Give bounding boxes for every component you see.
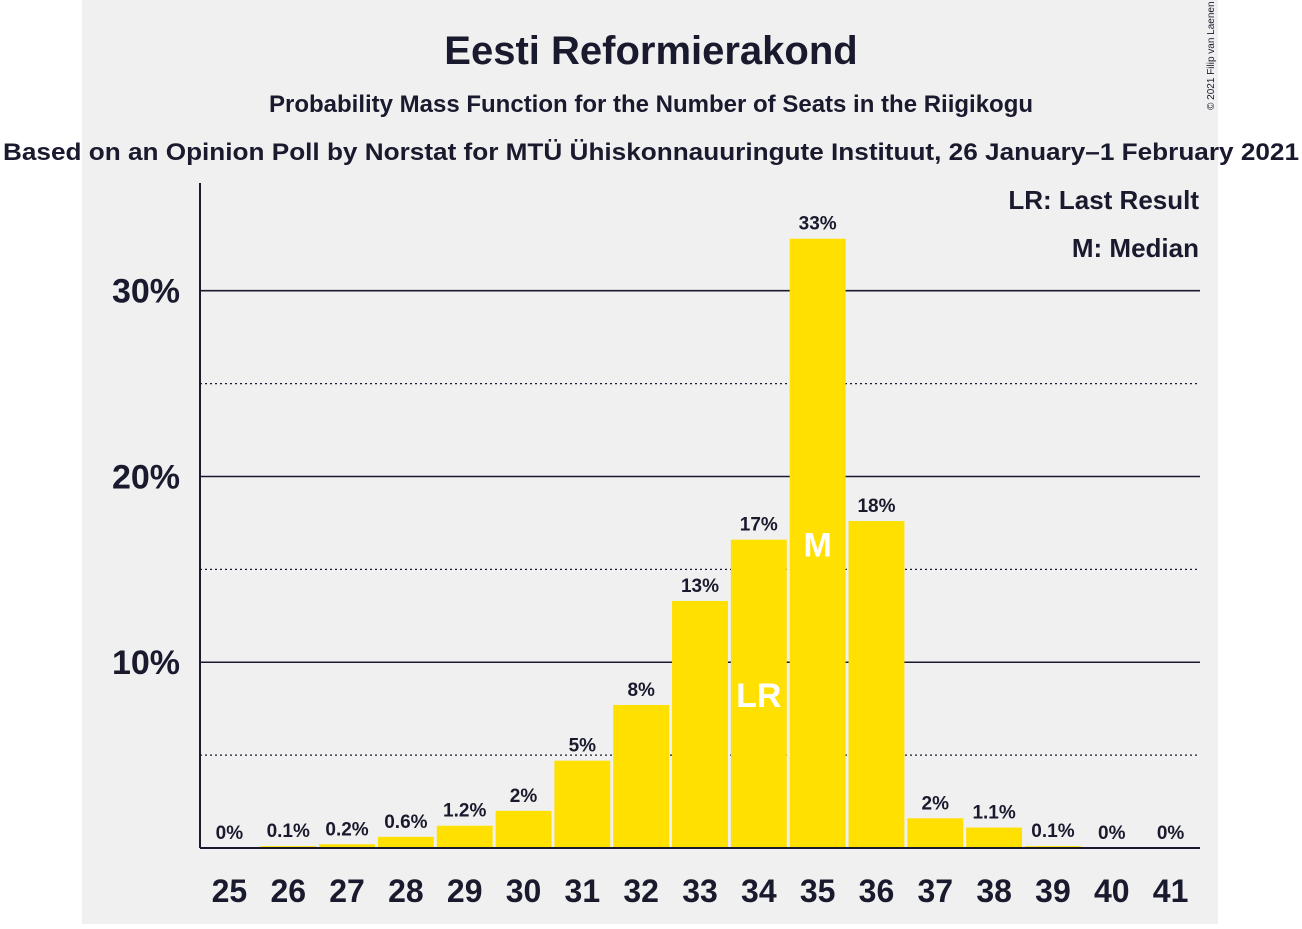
value-label: 0.6% xyxy=(384,812,427,833)
value-label: 13% xyxy=(681,576,719,597)
value-label: 0% xyxy=(216,823,244,844)
chart-caption: Based on an Opinion Poll by Norstat for … xyxy=(3,139,1299,166)
value-label: 2% xyxy=(510,786,538,807)
bar xyxy=(672,600,728,848)
value-label: 1.2% xyxy=(443,801,486,822)
bar xyxy=(848,521,905,848)
bar xyxy=(377,836,434,848)
marker-label: LR xyxy=(736,677,781,715)
legend-entry: M: Median xyxy=(1072,233,1199,263)
bar xyxy=(730,539,787,848)
bar xyxy=(789,238,846,848)
value-label: 5% xyxy=(569,736,597,757)
bar xyxy=(436,825,493,848)
value-label: 0% xyxy=(1098,823,1126,844)
bar xyxy=(495,810,552,848)
x-tick-label: 41 xyxy=(1153,873,1189,909)
copyright: © 2021 Filip van Laenen xyxy=(1206,1,1217,110)
x-tick-label: 28 xyxy=(388,873,424,909)
value-label: 8% xyxy=(627,680,655,701)
x-tick-label: 34 xyxy=(741,873,777,909)
value-label: 0.1% xyxy=(1031,821,1074,842)
value-label: 18% xyxy=(857,496,895,517)
bar xyxy=(554,760,611,848)
marker-label: M xyxy=(803,526,831,564)
x-tick-label: 38 xyxy=(976,873,1012,909)
value-label: 0% xyxy=(1157,823,1185,844)
chart-subtitle: Probability Mass Function for the Number… xyxy=(269,91,1033,118)
x-tick-label: 29 xyxy=(447,873,483,909)
value-label: 0.2% xyxy=(325,819,368,840)
value-label: 1.1% xyxy=(972,803,1015,824)
value-label: 33% xyxy=(799,214,837,235)
value-label: 17% xyxy=(740,515,778,536)
x-tick-label: 36 xyxy=(859,873,895,909)
y-tick-label: 10% xyxy=(112,644,180,682)
chart-title: Eesti Reformierakond xyxy=(444,29,857,73)
x-tick-label: 26 xyxy=(270,873,306,909)
x-tick-label: 25 xyxy=(212,873,248,909)
y-tick-label: 30% xyxy=(112,273,180,311)
x-tick-label: 35 xyxy=(800,873,836,909)
x-tick-label: 27 xyxy=(329,873,365,909)
x-tick-label: 31 xyxy=(565,873,601,909)
value-label: 0.1% xyxy=(267,821,310,842)
bar xyxy=(907,818,964,848)
x-tick-label: 33 xyxy=(682,873,718,909)
x-tick-label: 40 xyxy=(1094,873,1130,909)
bar xyxy=(966,827,1023,848)
y-tick-label: 20% xyxy=(112,458,180,496)
legend-entry: LR: Last Result xyxy=(1008,185,1199,215)
value-label: 2% xyxy=(922,793,950,814)
bar xyxy=(613,704,670,848)
x-tick-label: 37 xyxy=(917,873,953,909)
x-tick-label: 30 xyxy=(506,873,542,909)
x-tick-label: 39 xyxy=(1035,873,1071,909)
x-tick-label: 32 xyxy=(623,873,659,909)
bar xyxy=(319,844,375,848)
